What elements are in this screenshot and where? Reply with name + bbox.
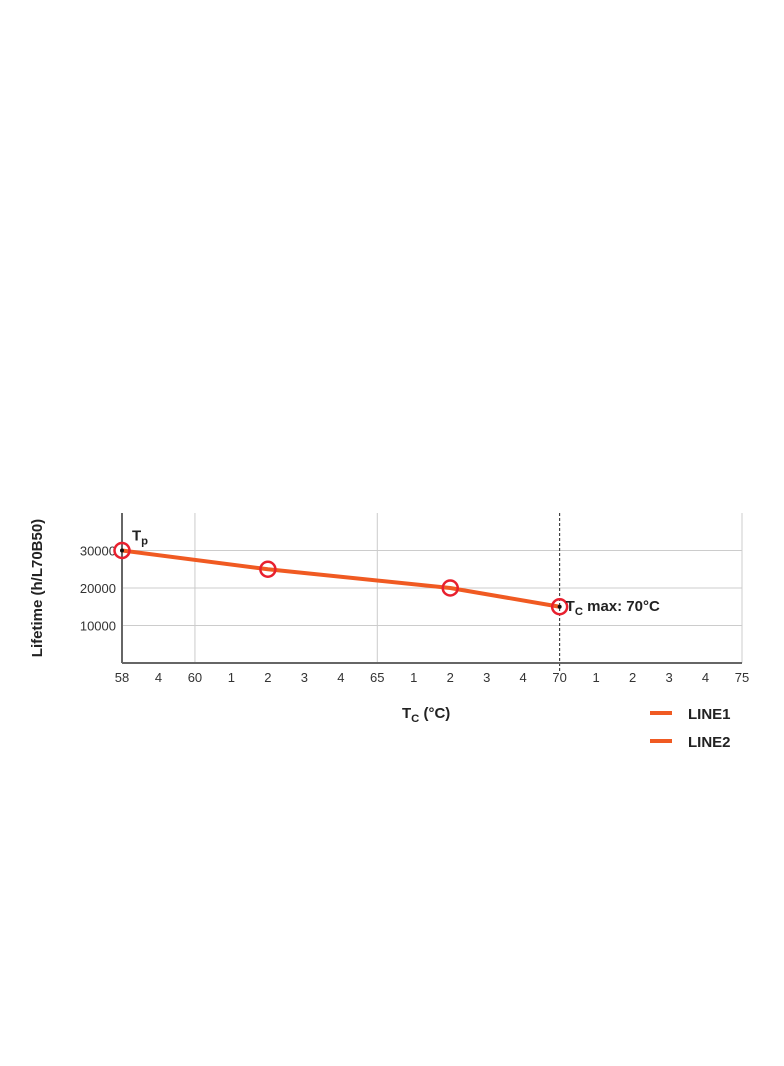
x-tick-label: 4: [702, 670, 709, 685]
x-tick-label: 3: [483, 670, 490, 685]
legend-label: LINE1: [688, 706, 731, 723]
x-tick-label: 65: [370, 670, 384, 685]
x-tick-label: 1: [410, 670, 417, 685]
tp-point-dot: [120, 548, 124, 553]
text-main: T: [132, 528, 141, 545]
data-point-marker: [441, 579, 459, 597]
text-rest: max: 70°C: [583, 598, 660, 615]
x-tick-label: 2: [629, 670, 636, 685]
text-main: T: [566, 598, 575, 615]
text-subscript: p: [141, 536, 148, 548]
x-tick-label: 4: [337, 670, 344, 685]
x-tick-label: 3: [301, 670, 308, 685]
y-tick-label: 10000: [80, 619, 116, 634]
tc-max-annotation: TC max: 70°C: [566, 598, 660, 618]
data-point-marker: [113, 541, 131, 560]
x-tick-label: 3: [665, 670, 672, 685]
y-tick-label: 20000: [80, 581, 116, 596]
x-tick-label: 1: [228, 670, 235, 685]
series-line-line1: [121, 548, 560, 609]
x-tick-label: 58: [115, 670, 129, 685]
text-rest: (°C): [419, 705, 450, 722]
tc-max-point-dot: [557, 604, 562, 609]
x-tick-label: 2: [264, 670, 271, 685]
x-tick-label: 2: [447, 670, 454, 685]
y-axis-label: Lifetime (h/L70B50): [29, 519, 46, 657]
legend-label: LINE2: [688, 734, 731, 751]
x-tick-label: 4: [155, 670, 162, 685]
text-subscript: C: [575, 606, 583, 618]
x-tick-label: 70: [552, 670, 566, 685]
y-tick-label: 30000: [80, 544, 116, 559]
x-tick-label: 60: [188, 670, 202, 685]
x-tick-label: 75: [735, 670, 749, 685]
x-tick-label: 4: [520, 670, 527, 685]
data-point-marker: [259, 560, 277, 578]
x-tick-label: 1: [593, 670, 600, 685]
tp-annotation: Tp: [132, 528, 148, 548]
text-subscript: C: [411, 713, 419, 725]
x-axis-label: TC (°C): [402, 705, 450, 725]
data-point-marker: [550, 598, 569, 616]
text-main: T: [402, 705, 411, 722]
